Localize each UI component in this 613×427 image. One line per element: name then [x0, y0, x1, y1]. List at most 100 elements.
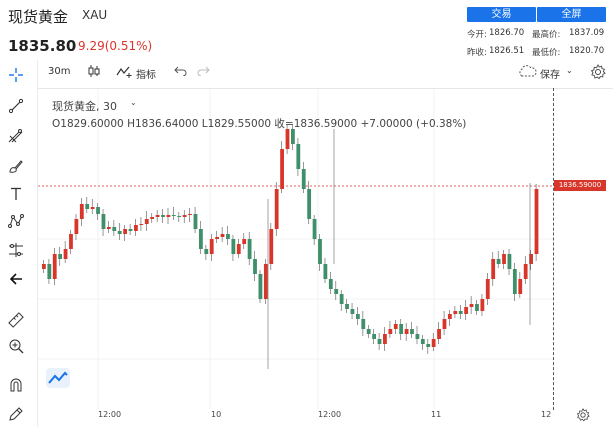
candle-body [63, 249, 68, 259]
candle-body [96, 207, 100, 214]
left-toolbar-divider [37, 60, 38, 427]
candle-body [437, 329, 441, 339]
fullscreen-button[interactable]: 全屏 [537, 7, 606, 22]
legend-instrument[interactable]: 现货黄金, 30 [52, 100, 117, 113]
instrument-title: 现货黄金 [8, 8, 69, 26]
candle-type-icon[interactable] [88, 64, 100, 81]
legend-chevron-down-icon[interactable]: ⌄ [130, 98, 137, 107]
candle-body [393, 324, 398, 329]
candle-body [161, 215, 165, 217]
interval-selector[interactable]: 30m [48, 66, 71, 77]
candle-body [534, 189, 539, 254]
x-tick-3: 11 [431, 410, 442, 419]
pattern-icon[interactable] [4, 210, 28, 232]
candle-body [285, 129, 290, 149]
candle-body [274, 189, 279, 229]
last-price-tag: 1836.59000 [554, 180, 606, 191]
candle-body [339, 294, 344, 304]
fib-icon[interactable] [4, 125, 28, 147]
last-price: 1835.80 [8, 37, 77, 55]
low-label: 最低价: [532, 48, 561, 58]
candle-body [42, 264, 46, 269]
candle-body [204, 249, 209, 254]
settings-icon[interactable] [590, 64, 606, 83]
candle-body [480, 299, 485, 311]
candle-body [323, 264, 328, 279]
candle-body [193, 214, 198, 229]
candle-body [263, 264, 268, 299]
open-label: 今开: [467, 30, 487, 40]
indicators-icon[interactable] [116, 64, 134, 81]
crosshair-icon[interactable] [4, 64, 28, 86]
candle-body [220, 234, 225, 237]
candlestick-chart[interactable] [38, 89, 613, 427]
candle-body [171, 215, 176, 216]
candle-body [247, 239, 252, 259]
candle-body [106, 227, 111, 229]
candle-body [301, 169, 306, 189]
candle-body [182, 215, 187, 217]
lock-pencil-icon[interactable] [4, 403, 28, 425]
candle-body [85, 204, 90, 209]
ruler-icon[interactable] [4, 309, 28, 331]
candle-body [475, 304, 479, 311]
candle-body [253, 259, 257, 274]
text-icon[interactable] [4, 183, 28, 205]
candle-body [447, 314, 452, 319]
candle-body [112, 227, 117, 231]
candle-body [399, 324, 404, 334]
save-dropdown-chevron-icon[interactable]: ⌄ [566, 66, 573, 75]
toolbar-divider [38, 88, 613, 89]
chart-settings-icon[interactable] [576, 407, 590, 426]
candle-body [177, 216, 182, 217]
x-tick-4: 12 [541, 410, 552, 419]
candle-body [426, 344, 431, 347]
price-change: 9.29(0.51%) [78, 39, 153, 53]
measure-icon[interactable] [4, 239, 28, 261]
x-tick-0: 12:00 [98, 410, 122, 419]
candle-body [231, 239, 236, 254]
candle-body [366, 329, 371, 334]
candle-body [236, 244, 241, 254]
candle-body [372, 334, 377, 339]
logo-icon[interactable] [46, 368, 70, 388]
back-arrow-icon[interactable] [4, 268, 28, 290]
zoom-in-icon[interactable] [4, 335, 28, 357]
high-label: 最高价: [532, 30, 561, 40]
candle-body [404, 329, 409, 334]
candle-body [334, 289, 339, 294]
candle-body [518, 279, 523, 294]
candle-body [166, 215, 171, 217]
candle-body [485, 279, 490, 299]
candle-body [442, 319, 447, 329]
brush-icon[interactable] [4, 155, 28, 177]
candle-body [226, 234, 230, 239]
candle-body [361, 319, 366, 329]
candle-body [280, 149, 284, 189]
trade-button[interactable]: 交易 [467, 7, 536, 22]
chart-area[interactable] [38, 89, 613, 427]
candle-body [123, 229, 128, 234]
trend-line-icon[interactable] [4, 95, 28, 117]
cloud-icon[interactable] [517, 64, 537, 81]
candle-body [134, 225, 138, 231]
candle-body [507, 254, 512, 269]
redo-icon[interactable] [196, 64, 210, 79]
indicators-button[interactable]: 指标 [136, 70, 156, 81]
candle-body [258, 274, 263, 299]
candle-body [79, 204, 84, 219]
candle-body [117, 231, 122, 234]
candle-body [345, 304, 349, 309]
save-button[interactable]: 保存 [540, 70, 560, 81]
candle-body [269, 229, 274, 264]
candle-body [209, 239, 214, 254]
candle-body [469, 304, 474, 307]
candle-body [502, 254, 506, 264]
candle-body [139, 224, 144, 225]
undo-icon[interactable] [174, 64, 188, 79]
candle-body [523, 264, 528, 279]
candle-body [491, 259, 496, 279]
candle-body [215, 237, 220, 239]
candle-body [101, 214, 106, 229]
magnet-icon[interactable] [4, 374, 28, 396]
